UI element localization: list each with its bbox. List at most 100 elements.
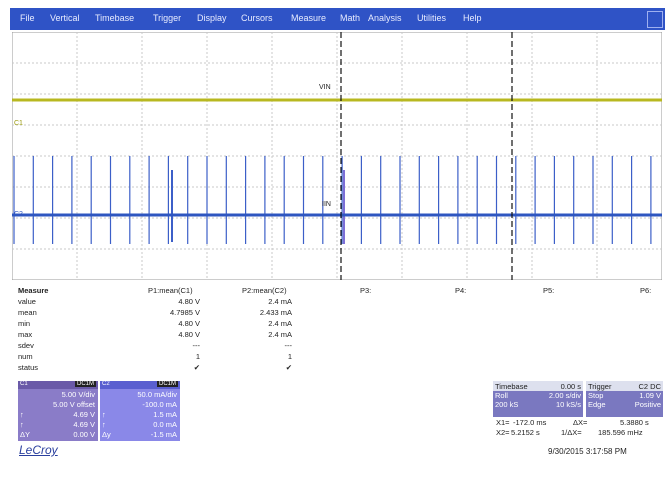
cursor-field: X1= [496, 418, 510, 427]
channel-name: C1 [20, 381, 28, 387]
menu-item[interactable]: Cursors [241, 13, 273, 23]
trigger-header [586, 381, 663, 391]
channel-line: 4.69 V [73, 420, 95, 429]
channel-panel: C2 DC1M 50.0 mA/div -100.0 mA ↑ 1.5 mA ↑ 0.0 mA… [100, 381, 180, 441]
measure-row-label: sdev [18, 341, 34, 350]
cursor-field: 5.2152 s [511, 428, 540, 437]
menu-item[interactable]: Utilities [417, 13, 447, 23]
channel-label: C1 [14, 120, 23, 127]
measure-value: 1 [287, 352, 292, 361]
channel-header [100, 381, 180, 389]
channel-line: 1.5 mA [153, 410, 177, 419]
timebase-field: 0.00 s [560, 382, 581, 391]
menu-item[interactable]: File [20, 13, 35, 23]
channel-line: -100.0 mA [142, 400, 177, 409]
measure-value: 4.7985 V [169, 308, 200, 317]
cursor-field: 5.3880 s [620, 418, 649, 427]
channel-prefix: ↑ [20, 410, 24, 419]
measure-row-label: min [18, 319, 31, 328]
cursor-field: ΔX= [573, 418, 588, 427]
cursor-field: 1/ΔX= [561, 428, 582, 437]
corner-icon [647, 11, 663, 28]
trigger-panel: Trigger C2 DC Stop 1.09 V Edge Positive [586, 381, 663, 417]
channel-coupling: DC1M [156, 381, 178, 387]
trigger-field: Stop [588, 391, 604, 400]
measure-value: 4.80 V [178, 319, 200, 328]
measure-value: 1 [195, 352, 200, 361]
channel-header [18, 381, 98, 389]
measure-value: ✔ [193, 363, 200, 372]
measure-value: --- [284, 341, 293, 350]
trigger-field: 1.09 V [639, 391, 661, 400]
timebase-trigger: Timebase 0.00 s Roll 2.00 s/div 200 kS 10 kS/… [493, 381, 663, 417]
measure-row-label: status [18, 363, 39, 372]
measure-header: Measure [18, 286, 49, 295]
measure-value: 4.80 V [178, 330, 200, 339]
measure-row-label: max [18, 330, 33, 339]
measure-value: 2.4 mA [268, 330, 292, 339]
measure-value: 2.4 mA [268, 297, 292, 306]
channel-prefix: ↑ [20, 420, 24, 429]
cursor-label: VIN [319, 84, 331, 91]
measure-value: 2.4 mA [268, 319, 292, 328]
cursor-field: X2= [496, 428, 510, 437]
waveform-display: C1 C2 VIN IIN [12, 32, 662, 280]
channel-coupling: DC1M [74, 381, 96, 387]
menu-item[interactable]: Vertical [50, 13, 80, 23]
brand-logo: LeCroy [19, 443, 58, 457]
channel-line: 5.00 V/div [61, 390, 95, 399]
trigger-field: C2 DC [638, 382, 661, 391]
channel-line: 5.00 V offset [53, 400, 95, 409]
timebase-header [493, 381, 583, 391]
measure-header: P6: [640, 286, 652, 295]
cursor-readout: X1= -172.0 ms ΔX= 5.3880 s X2= 5.2152 s 1/ΔX= 1… [493, 418, 663, 438]
channel-prefix: Δy [102, 430, 111, 439]
menu-item[interactable]: Math [340, 13, 361, 23]
measure-header: P2:mean(C2) [242, 286, 287, 295]
menu-item[interactable]: Help [463, 13, 482, 23]
channel-line: 4.69 V [73, 410, 95, 419]
menu-item[interactable]: Timebase [95, 13, 135, 23]
cursor-field: -172.0 ms [513, 418, 547, 427]
measure-value: 4.80 V [178, 297, 200, 306]
menu-item[interactable]: Analysis [368, 13, 402, 23]
trigger-field: Edge [588, 400, 606, 409]
channel-panel: C1 DC1M 5.00 V/div 5.00 V offset ↑ 4.69 V ↑ 4.6… [18, 381, 98, 441]
menu-item[interactable]: Trigger [153, 13, 182, 23]
menu-item[interactable]: Measure [291, 13, 327, 23]
measure-header: P5: [543, 286, 555, 295]
channel-prefix: ↑ [102, 420, 106, 429]
menu-bar: File Vertical Timebase Trigger Display Cursor… [10, 8, 665, 30]
timebase-field: Timebase [495, 382, 528, 391]
channel-label: C2 [14, 211, 23, 218]
measure-row-label: num [18, 352, 33, 361]
measure-table: Measure P1:mean(C1) P2:mean(C2) P3: P4: P5: P6… [0, 286, 665, 378]
measure-value: 2.433 mA [259, 308, 292, 317]
measure-row-label: value [18, 297, 36, 306]
timebase-field: 2.00 s/div [548, 391, 581, 400]
channel-prefix: ΔY [20, 430, 31, 439]
timebase-panel: Timebase 0.00 s Roll 2.00 s/div 200 kS 10 kS/… [493, 381, 583, 417]
channel-line: 0.0 mA [153, 420, 177, 429]
channel-prefix: ↑ [102, 410, 106, 419]
measure-header: P1:mean(C1) [148, 286, 193, 295]
timestamp: 9/30/2015 3:17:58 PM [548, 447, 627, 456]
menu-item[interactable]: Display [197, 13, 227, 23]
trigger-field: Positive [634, 400, 661, 409]
measure-value: ✔ [285, 363, 292, 372]
channel-line: -1.5 mA [150, 430, 177, 439]
channel-line: 0.00 V [73, 430, 95, 439]
measure-header: P4: [455, 286, 467, 295]
measure-value: --- [192, 341, 201, 350]
measure-header: P3: [360, 286, 372, 295]
timebase-field: Roll [495, 391, 508, 400]
timebase-field: 200 kS [495, 400, 519, 409]
timebase-field: 10 kS/s [555, 400, 581, 409]
measure-row-label: mean [18, 308, 37, 317]
cursor-field: 185.596 mHz [598, 428, 643, 437]
channel-line: 50.0 mA/div [137, 390, 177, 399]
channel-name: C2 [102, 381, 110, 387]
cursor-label: IIN [322, 201, 331, 208]
trigger-field: Trigger [588, 382, 612, 391]
